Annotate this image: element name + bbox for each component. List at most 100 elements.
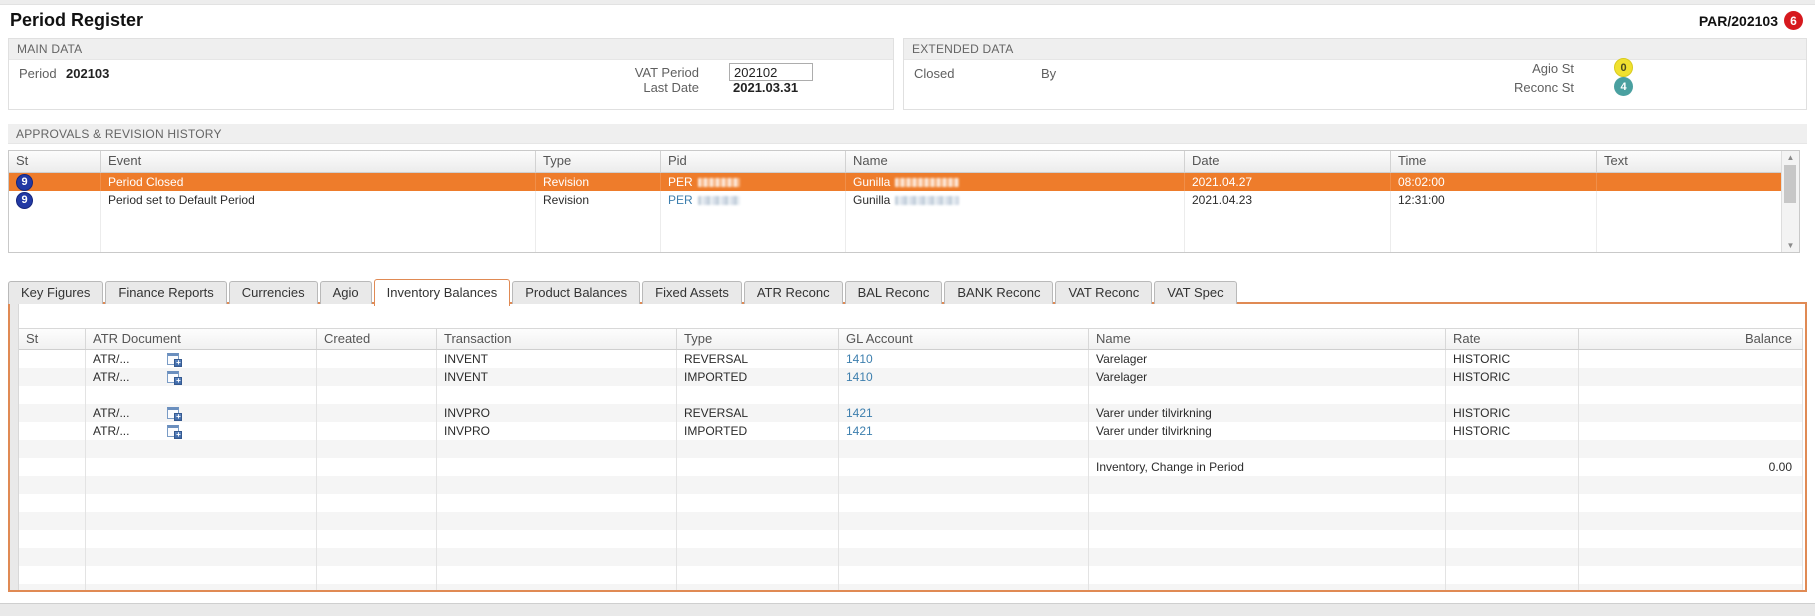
st-cell (19, 584, 86, 590)
created-cell (317, 386, 437, 404)
inventory-row[interactable]: ATR/... + INVENT REVERSAL 1410 Varelager HISTO… (19, 350, 1803, 368)
transaction-cell (437, 458, 677, 476)
open-document-icon[interactable]: + (167, 352, 183, 367)
name-cell: Varelager (1089, 368, 1446, 386)
atr-document-link[interactable]: ATR/... (93, 406, 130, 420)
pid-link[interactable]: PER (668, 175, 693, 189)
created-cell (317, 440, 437, 458)
tab-bal-reconc[interactable]: BAL Reconc (844, 281, 943, 304)
name-cell (1089, 386, 1446, 404)
transaction-cell (437, 476, 677, 494)
created-cell (317, 566, 437, 584)
tab-vat-spec[interactable]: VAT Spec (1154, 281, 1237, 304)
pid-link[interactable]: PER (668, 193, 693, 207)
vat-period-input[interactable] (729, 63, 813, 81)
type-cell (677, 494, 839, 512)
period-value: 202103 (66, 66, 110, 81)
atr-document-link[interactable]: ATR/... (93, 370, 130, 384)
column-header-created: Created (317, 329, 437, 349)
approvals-row (9, 245, 1782, 252)
date-cell (1185, 245, 1391, 252)
event-cell: Period Closed (101, 173, 536, 191)
st-cell (19, 512, 86, 530)
created-cell (317, 530, 437, 548)
name-cell (846, 227, 1185, 245)
st-cell: 9 (9, 173, 101, 191)
balance-cell (1579, 512, 1803, 530)
approvals-row[interactable]: 9 Period set to Default Period Revision PER… (9, 191, 1782, 209)
tab-fixed-assets[interactable]: Fixed Assets (642, 281, 742, 304)
tab-key-figures[interactable]: Key Figures (8, 281, 104, 304)
balance-cell (1579, 422, 1803, 440)
type-cell (677, 476, 839, 494)
vat-period-label: VAT Period (634, 65, 699, 80)
column-header-transaction: Transaction (437, 329, 677, 349)
text-cell (1597, 245, 1782, 252)
type-cell (677, 584, 839, 590)
name-cell (846, 209, 1185, 227)
text-cell (1597, 191, 1782, 209)
tab-bank-reconc[interactable]: BANK Reconc (944, 281, 1054, 304)
scroll-down-icon[interactable]: ▼ (1786, 241, 1795, 250)
agio-st-label: Agio St (1532, 61, 1574, 76)
column-header-text: Text (1597, 151, 1782, 172)
atr-document-link[interactable]: ATR/... (93, 424, 130, 438)
inventory-row (19, 512, 1803, 530)
st-cell (19, 548, 86, 566)
scrollbar-thumb[interactable] (1784, 165, 1796, 203)
gl-account-cell (839, 458, 1089, 476)
gl-account-link[interactable]: 1410 (846, 370, 873, 384)
inventory-row (19, 530, 1803, 548)
text-cell (1597, 173, 1782, 191)
inventory-row[interactable]: ATR/... + INVPRO REVERSAL 1421 Varer under ti… (19, 404, 1803, 422)
inventory-row[interactable]: ATR/... + INVENT IMPORTED 1410 Varelager HISTO… (19, 368, 1803, 386)
atr-document-cell (86, 494, 317, 512)
created-cell (317, 422, 437, 440)
atr-document-link[interactable]: ATR/... (93, 352, 130, 366)
open-document-icon[interactable]: + (167, 406, 183, 421)
column-header-name: Name (846, 151, 1185, 172)
inventory-table-header: St ATR Document Created Transaction Type GL A… (19, 328, 1803, 350)
gl-account-cell (839, 530, 1089, 548)
st-cell (19, 440, 86, 458)
scroll-up-icon[interactable]: ▲ (1786, 153, 1795, 162)
st-cell (19, 386, 86, 404)
inventory-row[interactable]: ATR/... + INVPRO IMPORTED 1421 Varer under ti… (19, 422, 1803, 440)
pid-cell (661, 209, 846, 227)
panel-left-gutter (10, 304, 19, 590)
rate-cell: HISTORIC (1446, 422, 1579, 440)
created-cell (317, 476, 437, 494)
type-cell (536, 245, 661, 252)
tab-finance-reports[interactable]: Finance Reports (105, 281, 227, 304)
date-cell: 2021.04.27 (1185, 173, 1391, 191)
tab-atr-reconc[interactable]: ATR Reconc (743, 281, 843, 304)
revision-status-badge: 9 (16, 191, 33, 209)
tab-currencies[interactable]: Currencies (228, 281, 318, 304)
tab-vat-reconc[interactable]: VAT Reconc (1055, 281, 1153, 304)
inventory-row (19, 548, 1803, 566)
gl-account-link[interactable]: 1421 (846, 424, 873, 438)
type-cell: Revision (536, 173, 661, 191)
approvals-row[interactable]: 9 Period Closed Revision PER Gunilla 2021.04.… (9, 173, 1782, 191)
open-document-icon[interactable]: + (167, 424, 183, 439)
rate-cell (1446, 458, 1579, 476)
closed-label: Closed (914, 66, 955, 81)
created-cell (317, 548, 437, 566)
name-cell (1089, 476, 1446, 494)
inventory-row[interactable]: Inventory, Change in Period 0.00 (19, 458, 1803, 476)
rate-cell (1446, 566, 1579, 584)
gl-account-link[interactable]: 1410 (846, 352, 873, 366)
type-cell (677, 548, 839, 566)
rate-cell: HISTORIC (1446, 368, 1579, 386)
tab-agio[interactable]: Agio (319, 281, 372, 304)
gl-account-link[interactable]: 1421 (846, 406, 873, 420)
approvals-scrollbar[interactable]: ▲ ▼ (1781, 151, 1799, 252)
open-document-icon[interactable]: + (167, 370, 183, 385)
pid-cell (661, 227, 846, 245)
tab-inventory-balances[interactable]: Inventory Balances (373, 279, 511, 306)
tab-product-balances[interactable]: Product Balances (512, 281, 641, 304)
rate-cell (1446, 440, 1579, 458)
rate-cell (1446, 530, 1579, 548)
atr-document-cell: ATR/... + (86, 368, 317, 386)
st-cell (9, 245, 101, 252)
